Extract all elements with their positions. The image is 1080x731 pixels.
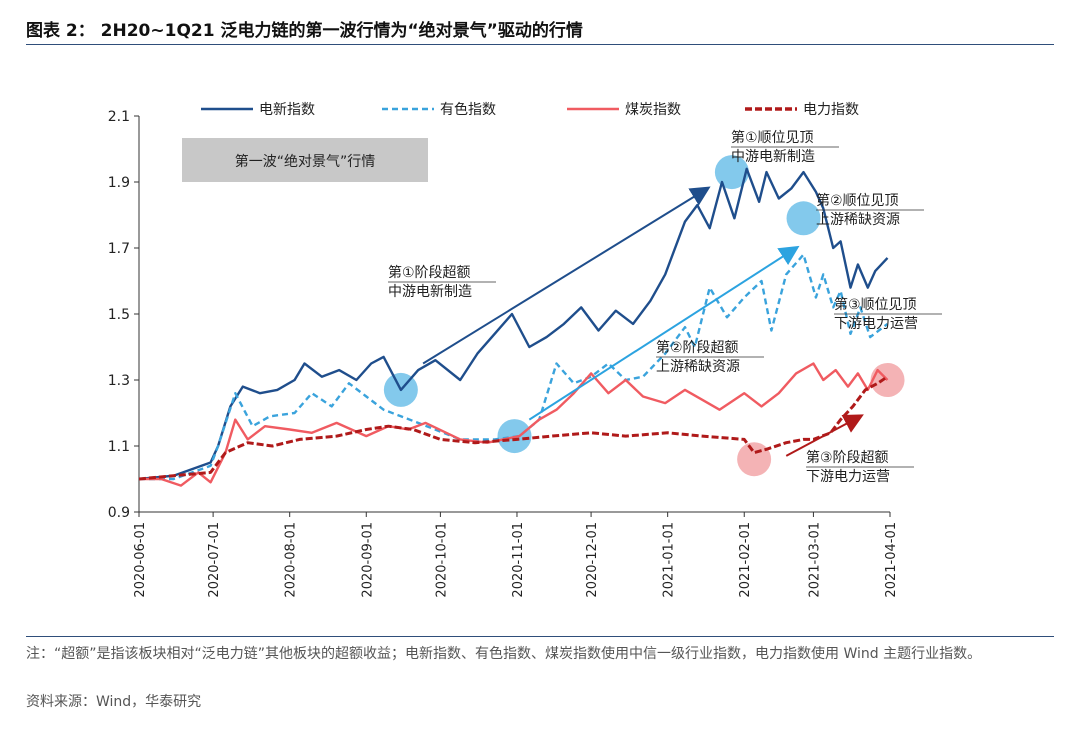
- annotation-text: 下游电力运营: [834, 316, 918, 332]
- x-tick-label: 2020-06-01: [133, 522, 148, 598]
- y-tick-label: 1.7: [108, 241, 130, 257]
- x-tick-label: 2020-07-01: [207, 522, 222, 598]
- annotation-text: 第①阶段超额: [388, 264, 471, 281]
- highlight-circle: [870, 363, 905, 397]
- annotation-text: 第②阶段超额: [656, 339, 739, 356]
- annotation-text: 中游电新制造: [731, 149, 815, 165]
- annotation-box-label: 第一波“绝对景气”行情: [235, 153, 376, 170]
- x-tick-label: 2020-09-01: [360, 522, 375, 598]
- legend-label: 煤炭指数: [625, 102, 681, 118]
- legend: 电新指数 有色指数 煤炭指数 电力指数: [201, 101, 859, 118]
- footer-divider: [26, 636, 1054, 637]
- legend-label: 有色指数: [440, 101, 496, 118]
- highlight-circle: [786, 201, 821, 236]
- trend-arrow-3: [785, 414, 864, 457]
- x-tick-label: 2021-02-01: [738, 522, 753, 598]
- annotation-text: 下游电力运营: [806, 469, 890, 485]
- y-tick-label: 1.5: [108, 307, 130, 323]
- figure-title: 图表 2： 2H20~1Q21 泛电力链的第一波行情为“绝对景气”驱动的行情: [26, 21, 583, 41]
- y-tick-label: 1.3: [108, 373, 130, 389]
- highlight-circle: [737, 442, 772, 477]
- x-tick-label: 2021-04-01: [884, 522, 899, 598]
- annotation-text: 中游电新制造: [388, 284, 472, 300]
- y-tick-label: 1.9: [108, 175, 130, 191]
- series-line-煤炭指数: [139, 362, 889, 487]
- annotation-text: 第③阶段超额: [806, 449, 889, 466]
- x-tick-label: 2021-01-01: [662, 522, 677, 598]
- annotation-text: 第②顺位见顶: [816, 192, 899, 209]
- annotation-layer: 第一波“绝对景气”行情第①顺位见顶中游电新制造第②顺位见顶上游稀缺资源第③顺位见…: [182, 129, 942, 485]
- legend-label: 电力指数: [803, 102, 859, 118]
- x-tick-label: 2021-03-01: [807, 522, 822, 598]
- y-tick-label: 0.9: [108, 505, 130, 521]
- trend-arrow-1: [422, 186, 711, 365]
- x-tick-label: 2020-12-01: [585, 522, 600, 598]
- source-note: 资料来源：Wind，华泰研究: [26, 694, 202, 710]
- y-tick-label: 1.1: [108, 439, 130, 455]
- footnote: 注：“超额”是指该板块相对“泛电力链”其他板块的超额收益；电新指数、有色指数、煤…: [26, 646, 982, 662]
- series-line-有色指数: [139, 253, 889, 481]
- series-layer: [138, 167, 889, 487]
- annotation-text: 第①顺位见顶: [731, 129, 814, 146]
- annotation-text: 上游稀缺资源: [816, 212, 900, 228]
- axes-layer: 0.9 1.1 1.3 1.5 1.7 1.9 2.1 2020-06-01 2020-07-0…: [108, 109, 899, 598]
- y-tick-label: 2.1: [108, 109, 130, 125]
- annotation-box: [182, 138, 428, 182]
- highlight-circle: [714, 155, 749, 190]
- arrow-layer: [422, 186, 864, 457]
- x-tick-label: 2020-08-01: [284, 522, 299, 598]
- series-line-电新指数: [138, 167, 889, 481]
- x-tick-label: 2020-10-01: [434, 522, 449, 598]
- series-line-电力指数: [138, 375, 889, 481]
- annotation-text: 上游稀缺资源: [656, 359, 740, 375]
- annotation-text: 第③顺位见顶: [834, 296, 917, 313]
- legend-label: 电新指数: [259, 102, 315, 118]
- x-tick-label: 2020-11-01: [511, 522, 526, 598]
- trend-arrow-2: [528, 245, 800, 421]
- title-divider: [26, 44, 1054, 45]
